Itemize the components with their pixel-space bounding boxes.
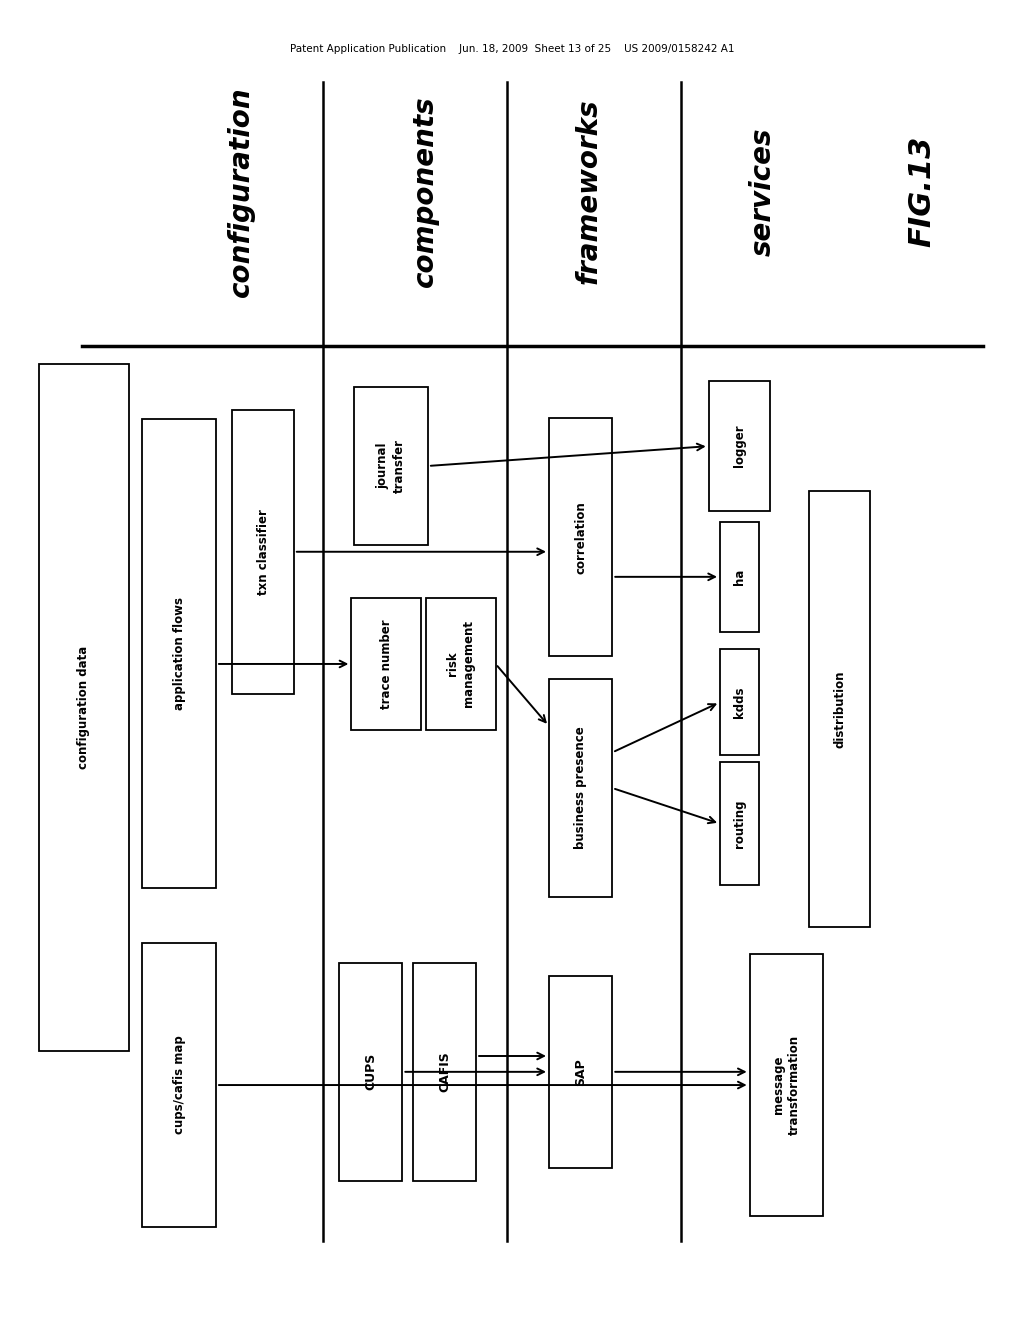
Bar [351, 598, 421, 730]
Bar [750, 954, 823, 1216]
Text: kdds: kdds [733, 686, 745, 718]
Text: distribution: distribution [834, 671, 846, 747]
Text: trace number: trace number [380, 619, 392, 709]
Text: CUPS: CUPS [365, 1053, 377, 1090]
Text: correlation: correlation [574, 500, 587, 574]
Bar [549, 678, 612, 898]
Bar [339, 964, 402, 1180]
Bar [232, 411, 294, 694]
Bar [39, 364, 129, 1051]
Bar [549, 977, 612, 1167]
Text: components: components [411, 95, 439, 288]
Bar [142, 420, 216, 887]
Text: application flows: application flows [173, 597, 185, 710]
Bar [720, 523, 759, 632]
Bar [426, 598, 496, 730]
Text: logger: logger [733, 425, 745, 467]
Bar [709, 381, 770, 511]
Text: SAP: SAP [574, 1057, 587, 1086]
Text: ha: ha [733, 569, 745, 585]
Text: message
transformation: message transformation [772, 1035, 801, 1135]
Text: txn classifier: txn classifier [257, 508, 269, 595]
Text: CAFIS: CAFIS [438, 1052, 451, 1092]
Bar [413, 964, 476, 1180]
Text: risk
management: risk management [446, 620, 475, 708]
Bar [354, 387, 428, 545]
Text: cups/cafis map: cups/cafis map [173, 1036, 185, 1134]
Text: Patent Application Publication    Jun. 18, 2009  Sheet 13 of 25    US 2009/01582: Patent Application Publication Jun. 18, … [290, 44, 734, 54]
Text: business presence: business presence [574, 727, 587, 849]
Text: FIG.13: FIG.13 [907, 136, 936, 247]
Bar [549, 418, 612, 656]
Bar [720, 763, 759, 884]
Text: routing: routing [733, 800, 745, 847]
Bar [142, 942, 216, 1228]
Bar [720, 649, 759, 755]
Text: services: services [749, 127, 777, 256]
Bar [809, 491, 870, 927]
Text: configuration data: configuration data [78, 645, 90, 770]
Text: journal
transfer: journal transfer [377, 440, 406, 492]
Text: frameworks: frameworks [574, 99, 603, 284]
Text: configuration: configuration [226, 86, 255, 297]
